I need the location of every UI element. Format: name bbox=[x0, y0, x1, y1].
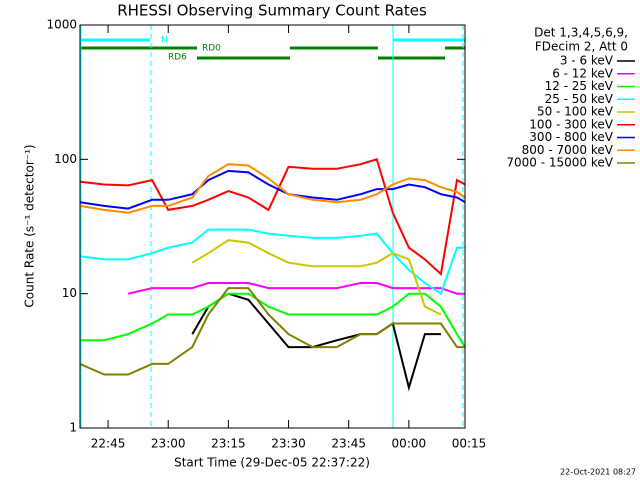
series-line bbox=[79, 287, 465, 376]
series-line bbox=[79, 163, 466, 214]
y-axis-label: Count Rate (s⁻¹ detector⁻¹) bbox=[23, 144, 37, 307]
flag-label: N bbox=[161, 36, 168, 46]
x-tick-label: 23:45 bbox=[331, 437, 366, 451]
legend-header: FDecim 2, Att 0 bbox=[535, 40, 628, 54]
legend-label: 7000 - 15000 keV bbox=[506, 156, 613, 170]
x-tick-label: 00:00 bbox=[392, 437, 427, 451]
x-tick-label: 00:15 bbox=[452, 437, 487, 451]
legend-label: 6 - 12 keV bbox=[552, 66, 614, 80]
y-tick-label: 100 bbox=[54, 152, 77, 166]
legend-label: 50 - 100 keV bbox=[537, 105, 614, 119]
series-line bbox=[127, 282, 465, 295]
legend-label: 300 - 800 keV bbox=[529, 130, 613, 144]
legend-header: Det 1,3,4,5,6,9, bbox=[534, 26, 628, 40]
series-line bbox=[191, 239, 442, 316]
x-tick-label: 23:30 bbox=[271, 437, 306, 451]
y-tick-label: 1000 bbox=[46, 18, 77, 32]
series-line bbox=[79, 158, 466, 276]
x-tick-label: 23:00 bbox=[151, 437, 186, 451]
legend-label: 12 - 25 keV bbox=[545, 79, 614, 93]
x-tick-label: 22:45 bbox=[91, 437, 126, 451]
plot-frame bbox=[79, 24, 466, 429]
y-tick-label: 10 bbox=[62, 286, 77, 300]
chart-title: RHESSI Observing Summary Count Rates bbox=[117, 2, 427, 20]
y-tick-label: 1 bbox=[69, 421, 77, 435]
legend-label: 100 - 300 keV bbox=[529, 117, 613, 131]
flag-label: RD0 bbox=[202, 44, 221, 54]
x-tick-label: 23:15 bbox=[211, 437, 246, 451]
legend-label: 25 - 50 keV bbox=[545, 92, 614, 106]
series-line bbox=[191, 292, 441, 392]
x-axis-label: Start Time (29-Dec-05 22:37:22) bbox=[174, 456, 370, 470]
legend-label: 800 - 7000 keV bbox=[522, 143, 614, 157]
series-line bbox=[79, 228, 465, 296]
flag-label: RD6 bbox=[168, 53, 187, 63]
footer: 22-Oct-2021 08:27 bbox=[560, 468, 636, 477]
legend-label: 3 - 6 keV bbox=[560, 54, 614, 68]
